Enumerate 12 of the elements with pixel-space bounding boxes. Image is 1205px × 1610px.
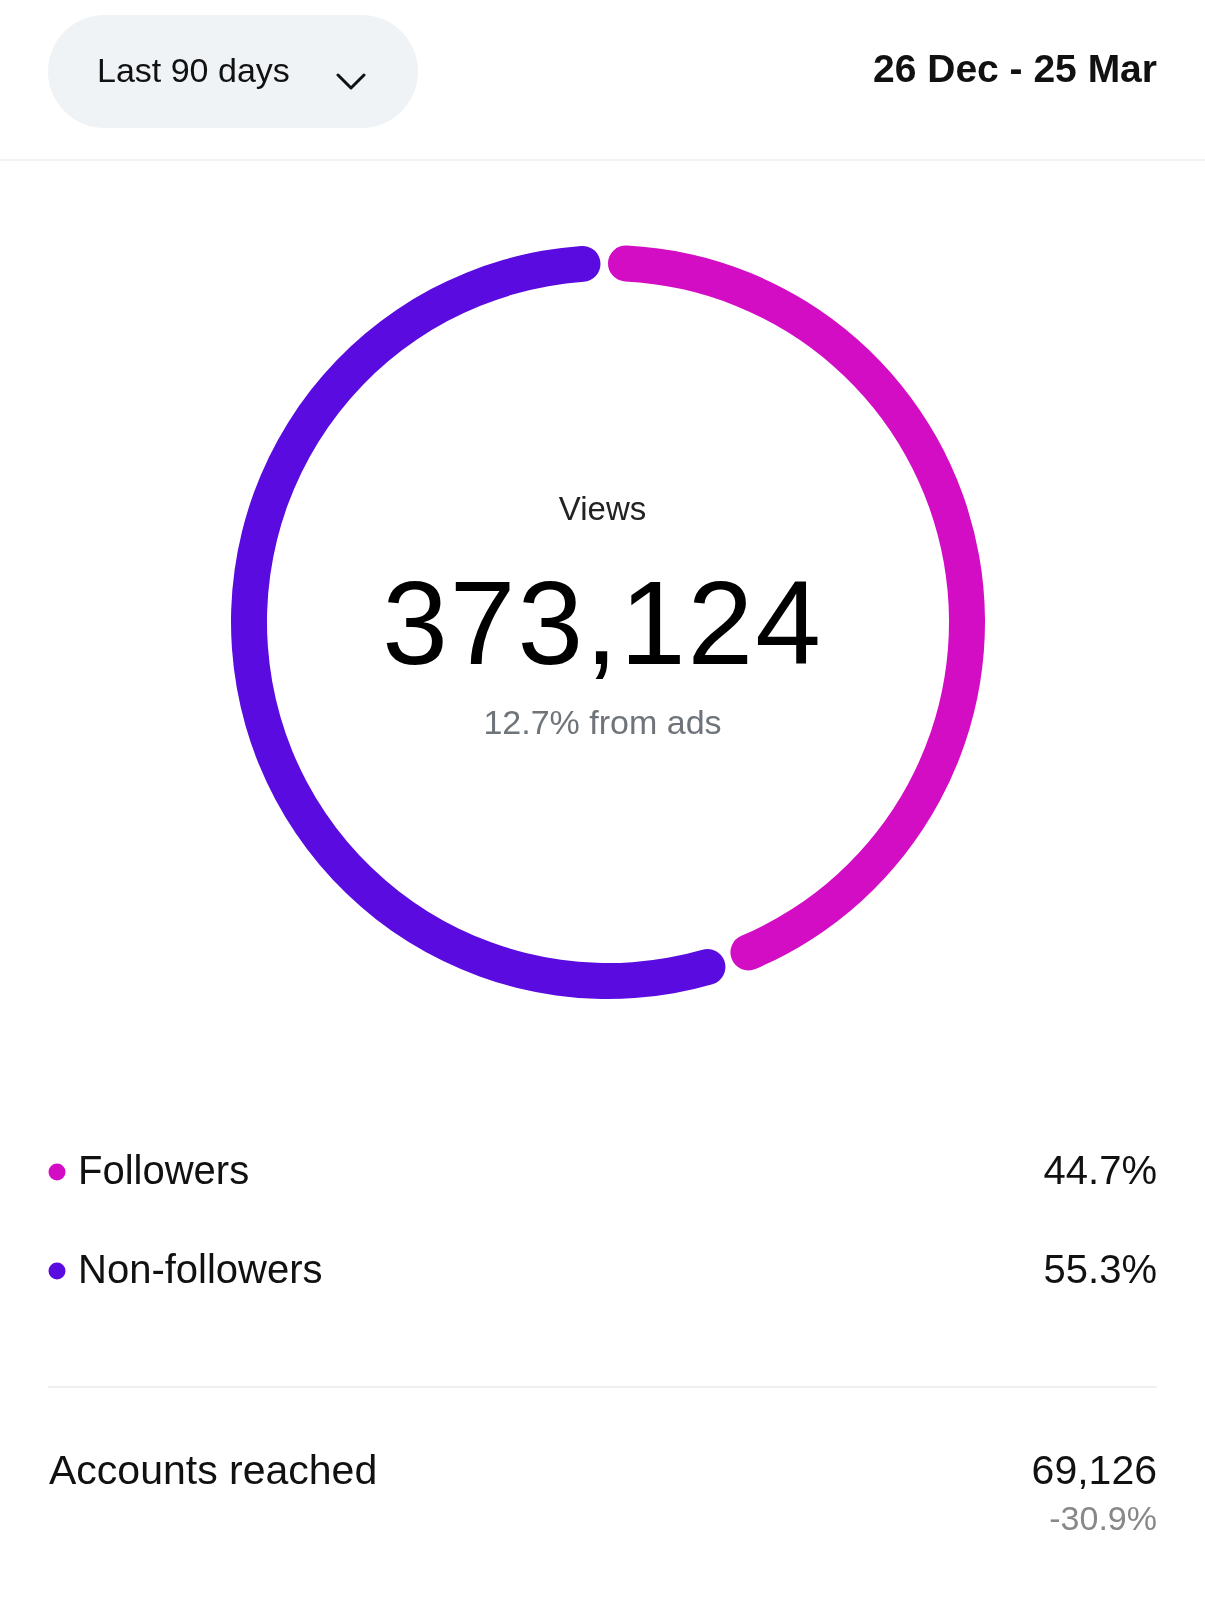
text: 26 Dec - 25 Mar bbox=[873, 47, 1157, 91]
text: Views bbox=[557, 490, 648, 528]
data-label: 44.7% bbox=[1043, 1148, 1157, 1193]
text: Accounts reached bbox=[49, 1447, 378, 1494]
text: 69,126 bbox=[1031, 1447, 1157, 1494]
legend-label: Non-followers bbox=[78, 1247, 323, 1292]
text: Last 90 days bbox=[97, 51, 290, 90]
legend-label: Followers bbox=[78, 1148, 250, 1193]
data-label: 55.3% bbox=[1043, 1247, 1157, 1292]
text: 12.7% from ads bbox=[482, 703, 723, 742]
text: -30.9% bbox=[1049, 1499, 1157, 1538]
text: 373,124 bbox=[381, 556, 824, 691]
